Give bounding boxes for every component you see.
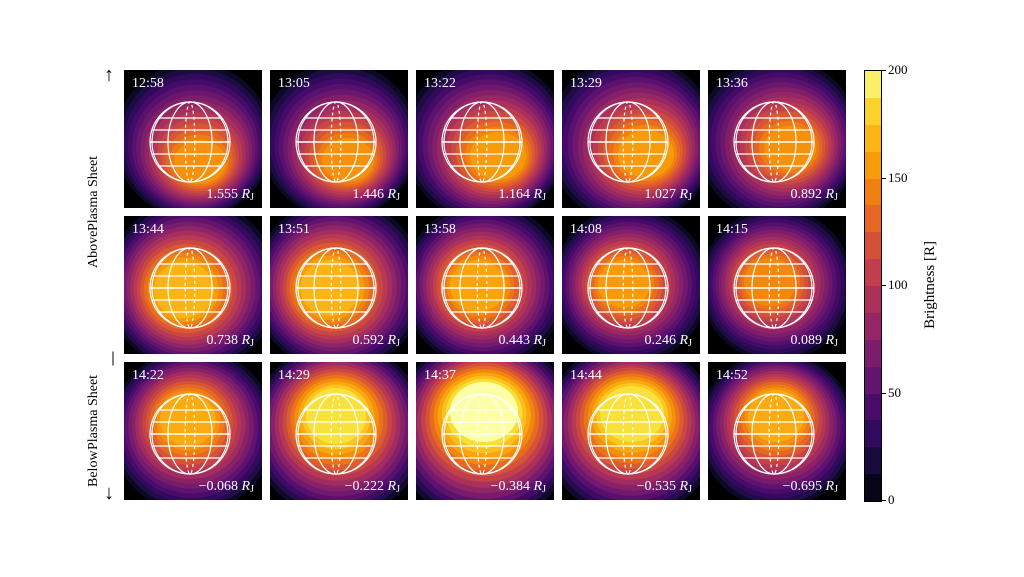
panel-time: 13:22 xyxy=(424,76,456,92)
panel-distance: −0.695 RJ xyxy=(783,479,838,495)
colorbar-tick-label: 50 xyxy=(888,385,901,401)
colorbar-axis-label: Brightness [R] xyxy=(922,241,939,329)
colorbar-tick-label: 0 xyxy=(888,492,895,508)
panel-3: 13:29 1.027 RJ xyxy=(562,70,700,208)
colorbar-band xyxy=(865,179,881,206)
colorbar-ticks: 050100150200 xyxy=(882,70,918,500)
plasma-sheet-divider xyxy=(113,352,114,366)
colorbar-band xyxy=(865,286,881,313)
colorbar-tick-mark xyxy=(882,178,886,179)
panel-distance: 1.446 RJ xyxy=(353,187,400,203)
arrow-up-icon: ↑ xyxy=(104,64,114,87)
panel-13: 14:44 −0.535 RJ xyxy=(562,362,700,500)
colorbar-tick-label: 150 xyxy=(888,170,908,186)
panel-time: 12:58 xyxy=(132,76,164,92)
panel-time: 14:15 xyxy=(716,222,748,238)
panel-time: 13:51 xyxy=(278,222,310,238)
colorbar-band xyxy=(865,232,881,259)
arrow-down-icon: ↓ xyxy=(104,482,114,505)
panel-6: 13:51 0.592 RJ xyxy=(270,216,408,354)
panel-time: 13:29 xyxy=(570,76,602,92)
panel-5: 13:44 0.738 RJ xyxy=(124,216,262,354)
panel-time: 14:52 xyxy=(716,368,748,384)
colorbar-band xyxy=(865,71,881,98)
panel-1: 13:05 1.446 RJ xyxy=(270,70,408,208)
panel-distance: 0.592 RJ xyxy=(353,333,400,349)
colorbar-tick-mark xyxy=(882,285,886,286)
panel-distance: 0.246 RJ xyxy=(645,333,692,349)
colorbar-band xyxy=(865,420,881,447)
panel-distance: 0.892 RJ xyxy=(791,187,838,203)
panel-2: 13:22 1.164 RJ xyxy=(416,70,554,208)
below-line2: Plasma Sheet xyxy=(86,375,102,450)
panel-distance: −0.535 RJ xyxy=(637,479,692,495)
panel-distance: 0.089 RJ xyxy=(791,333,838,349)
colorbar-band xyxy=(865,205,881,232)
above-line1: Above xyxy=(86,231,102,268)
colorbar-tick-label: 200 xyxy=(888,62,908,78)
panel-10: 14:22 −0.068 RJ xyxy=(124,362,262,500)
panel-7: 13:58 0.443 RJ xyxy=(416,216,554,354)
above-plasma-sheet-label: AbovePlasma Sheet xyxy=(86,98,102,326)
panel-time: 14:22 xyxy=(132,368,164,384)
above-line2: Plasma Sheet xyxy=(86,156,102,231)
panel-11: 14:29 −0.222 RJ xyxy=(270,362,408,500)
panel-distance: 0.738 RJ xyxy=(207,333,254,349)
panel-time: 14:29 xyxy=(278,368,310,384)
figure: ↑↓AbovePlasma SheetBelowPlasma Sheet 12:… xyxy=(90,70,939,500)
colorbar-band xyxy=(865,394,881,421)
colorbar-band xyxy=(865,313,881,340)
panel-distance: 1.555 RJ xyxy=(207,187,254,203)
panel-12: 14:37 −0.384 RJ xyxy=(416,362,554,500)
colorbar-band xyxy=(865,474,881,501)
colorbar-band xyxy=(865,340,881,367)
colorbar-band xyxy=(865,259,881,286)
panel-distance: 0.443 RJ xyxy=(499,333,546,349)
panel-time: 14:08 xyxy=(570,222,602,238)
panel-time: 13:36 xyxy=(716,76,748,92)
colorbar-band xyxy=(865,152,881,179)
colorbar-band xyxy=(865,98,881,125)
panel-distance: 1.164 RJ xyxy=(499,187,546,203)
colorbar-tick-mark xyxy=(882,393,886,394)
colorbar-tick-label: 100 xyxy=(888,277,908,293)
colorbar-tick-mark xyxy=(882,70,886,71)
colorbar-band xyxy=(865,367,881,394)
panel-9: 14:15 0.089 RJ xyxy=(708,216,846,354)
panel-distance: −0.222 RJ xyxy=(345,479,400,495)
colorbar-tick-mark xyxy=(882,500,886,501)
panel-time: 13:58 xyxy=(424,222,456,238)
panel-4: 13:36 0.892 RJ xyxy=(708,70,846,208)
panel-time: 13:05 xyxy=(278,76,310,92)
panel-14: 14:52 −0.695 RJ xyxy=(708,362,846,500)
panel-0: 12:58 1.555 RJ xyxy=(124,70,262,208)
colorbar-band xyxy=(865,447,881,474)
colorbar xyxy=(864,70,882,502)
panel-distance: 1.027 RJ xyxy=(645,187,692,203)
panel-time: 14:44 xyxy=(570,368,602,384)
panel-grid: 12:581.555 RJ13:051.446 RJ13:221.164 RJ1… xyxy=(124,70,846,500)
panel-time: 13:44 xyxy=(132,222,164,238)
panel-time: 14:37 xyxy=(424,368,456,384)
panel-8: 14:08 0.246 RJ xyxy=(562,216,700,354)
colorbar-band xyxy=(865,125,881,152)
panel-distance: −0.068 RJ xyxy=(199,479,254,495)
colorbar-wrap: 050100150200 Brightness [R] xyxy=(864,70,939,500)
panel-distance: −0.384 RJ xyxy=(491,479,546,495)
below-plasma-sheet-label: BelowPlasma Sheet xyxy=(86,386,102,476)
below-line1: Below xyxy=(86,450,102,487)
